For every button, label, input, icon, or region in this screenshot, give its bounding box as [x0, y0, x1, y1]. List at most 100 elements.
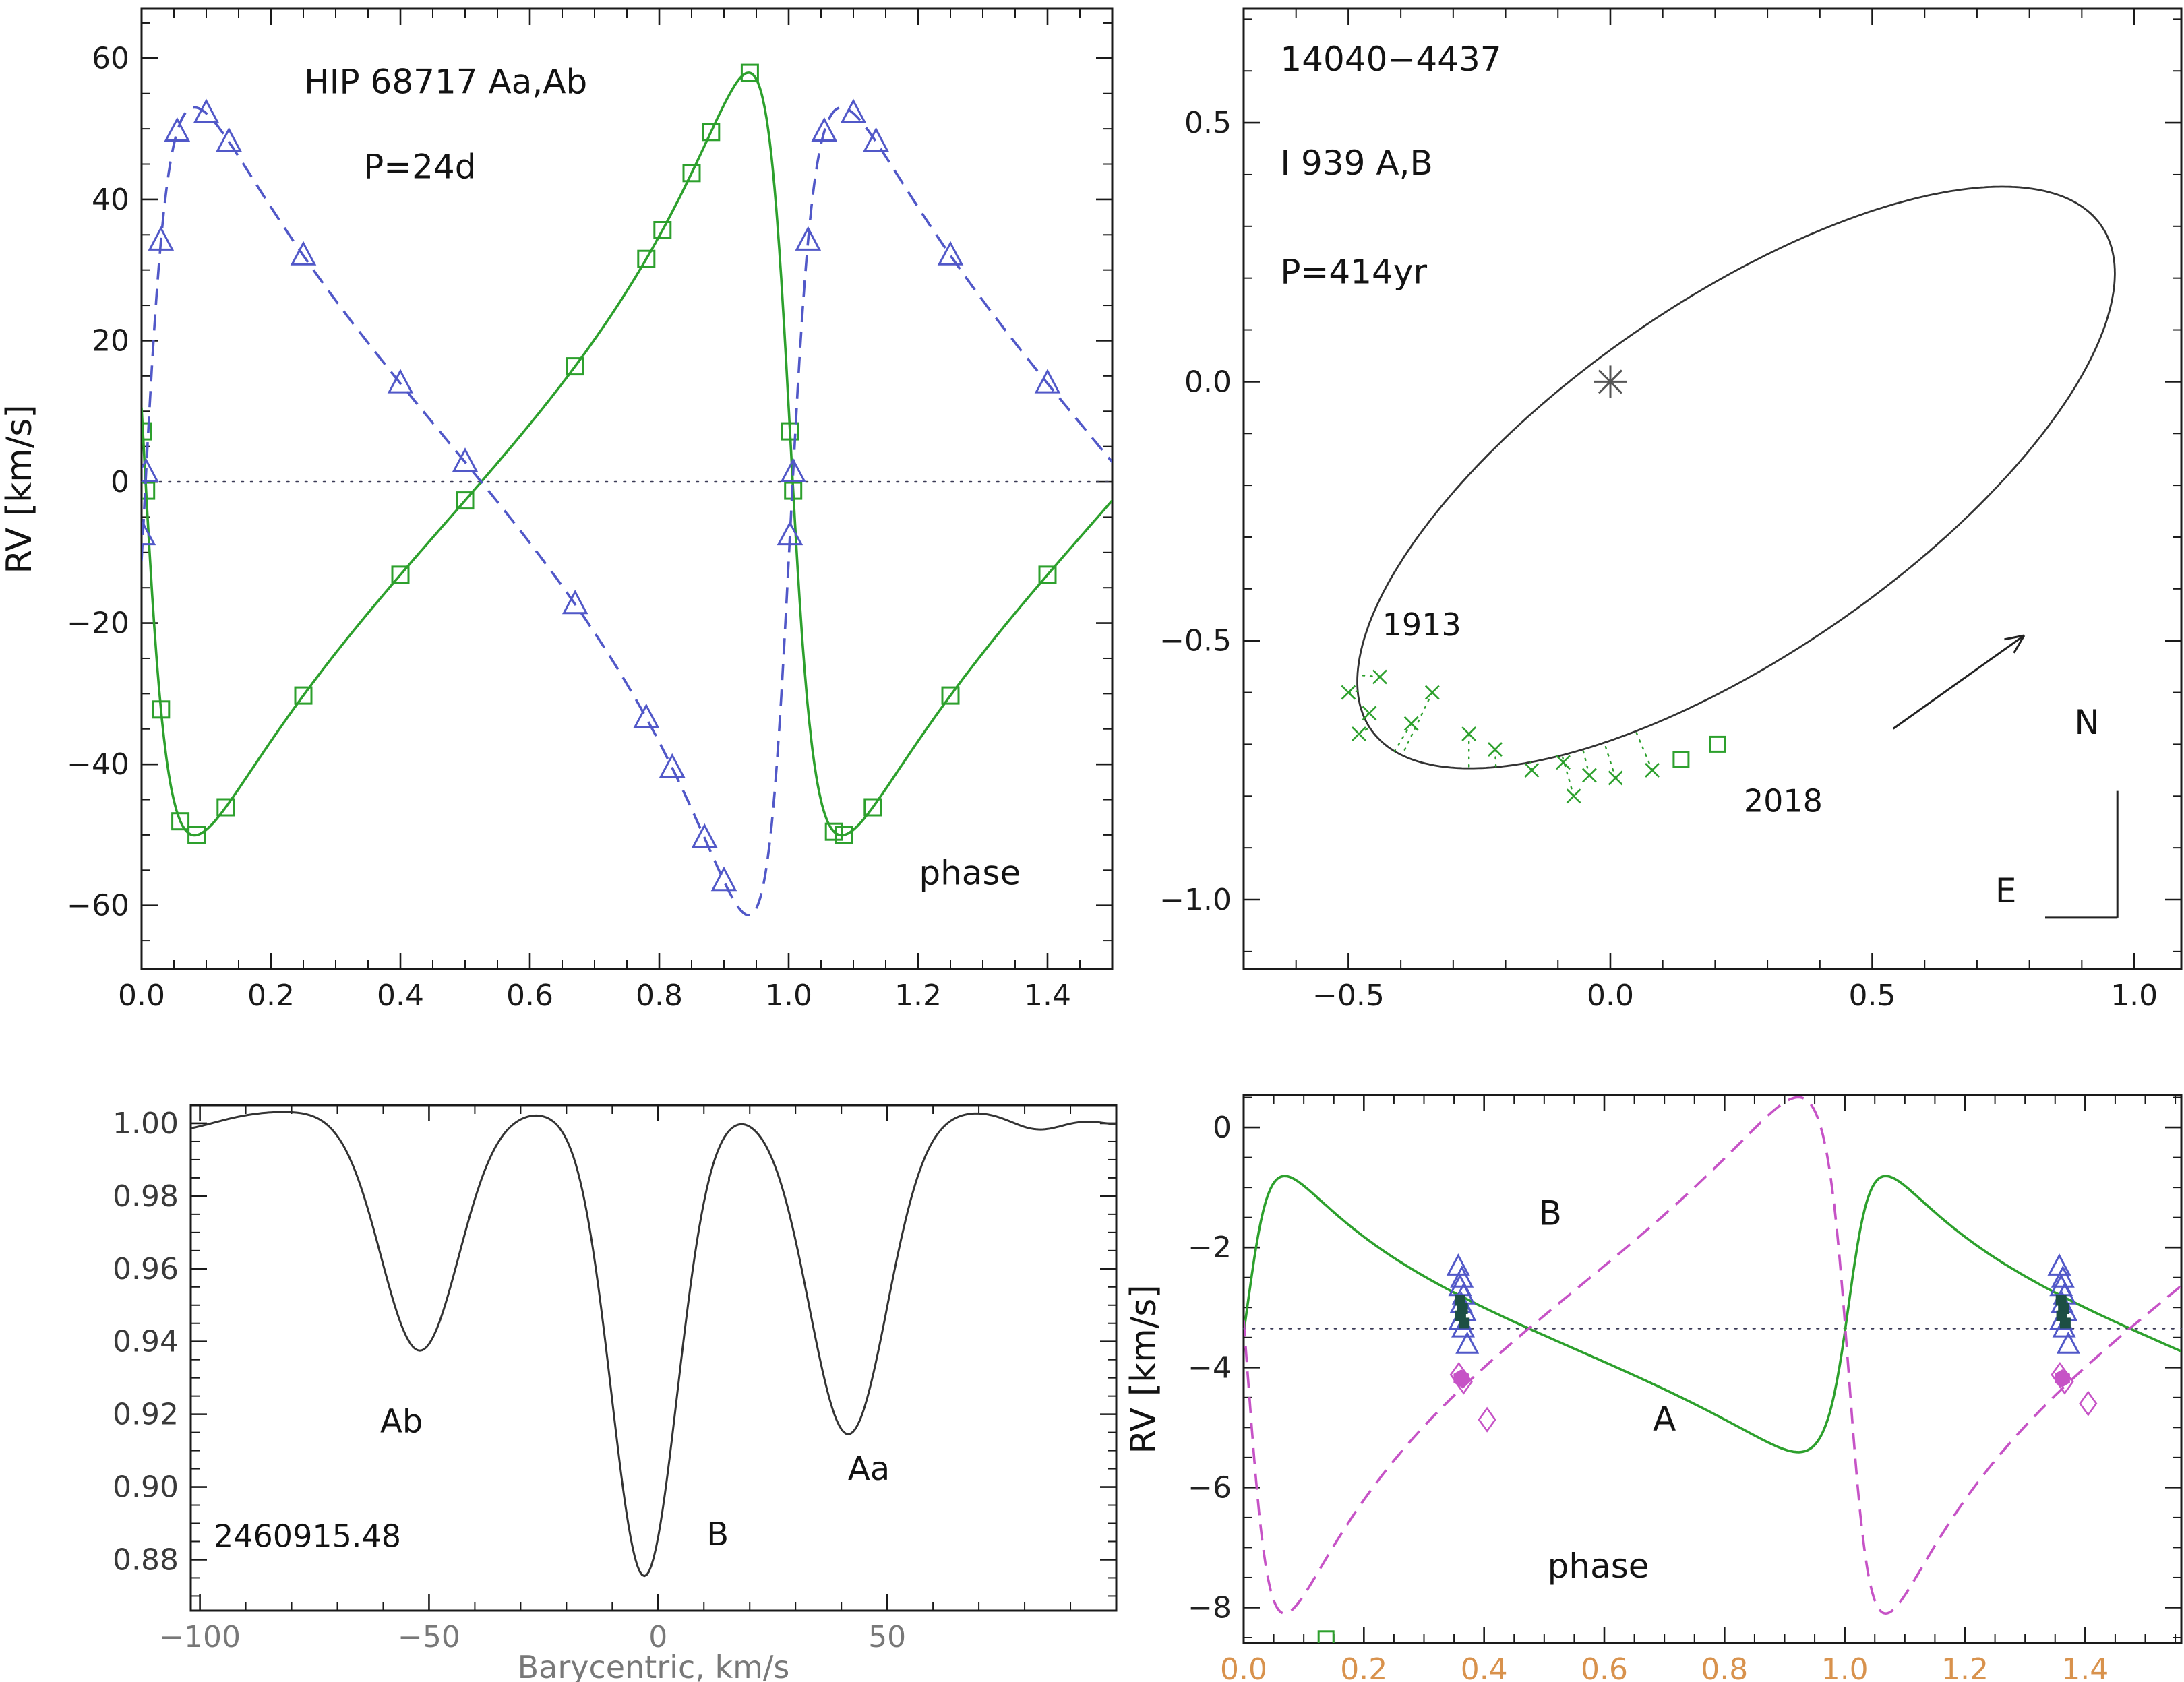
- ccf-y-tick-label: 0.96: [113, 1252, 179, 1286]
- orbit_sky-x-tick-label: 0.0: [1587, 978, 1634, 1013]
- square-marker: [653, 221, 672, 239]
- annotation-p-24d: P=24d: [363, 148, 476, 187]
- filled-square-marker: [1459, 1317, 1470, 1329]
- rv_inner-x-tick-label: 0.8: [636, 978, 683, 1013]
- primary-star-asterisk: [1598, 369, 1622, 394]
- rv_inner-frame: [140, 7, 1114, 970]
- filled-square-marker: [2059, 1317, 2071, 1329]
- triangle-marker: [780, 458, 806, 482]
- rv_outer-x-tick-label: 1.0: [1821, 1652, 1869, 1682]
- triangle-marker: [290, 241, 317, 266]
- rv_outer-x-tick-label: 0.0: [1220, 1652, 1267, 1682]
- annotation-b: B: [706, 1516, 729, 1553]
- annotation-1913: 1913: [1383, 606, 1461, 643]
- orbit_sky-y-tick-label: −1.0: [1159, 883, 1232, 917]
- rv_outer-y-tick-label: −4: [1188, 1350, 1232, 1385]
- cross-marker: [1424, 685, 1440, 700]
- rv_inner-x-tick-label: 0.0: [118, 978, 165, 1013]
- rv_inner-y-tick-label: −60: [67, 889, 129, 923]
- rv_outer-y-tick-label: −2: [1188, 1231, 1232, 1265]
- triangle-marker: [2051, 1265, 2075, 1288]
- rv_inner-y-tick-label: −20: [67, 606, 129, 641]
- triangle-marker: [659, 753, 686, 778]
- triangle-marker: [164, 117, 191, 142]
- filled-square-marker: [1455, 1295, 1465, 1306]
- triangle-marker: [710, 866, 737, 892]
- orbit_sky-y-tick-label: −0.5: [1159, 624, 1232, 658]
- cross-marker: [1488, 742, 1503, 757]
- rv_inner-x-tick-label: 1.2: [894, 978, 942, 1013]
- annotation-2460915-48: 2460915.48: [214, 1518, 401, 1555]
- rv_outer-frame: [1242, 1094, 2183, 1644]
- cross-marker: [1608, 770, 1623, 786]
- rv-curve-ab: [142, 106, 1112, 917]
- square-marker: [1317, 1630, 1335, 1643]
- orbit_sky-x-tick-label: 1.0: [2111, 978, 2158, 1013]
- rv_inner-plot-area: [142, 63, 1112, 917]
- triangle-marker: [1446, 1253, 1470, 1276]
- annotation-n: N: [2074, 703, 2099, 742]
- rv_outer-plot-area: [1244, 1096, 2181, 1643]
- rv_outer-x-tick-label: 0.6: [1581, 1652, 1628, 1682]
- panel-rv_inner: 0.0 0.2 0.4 0.6 0.8 1.0 1.2 1.4 −60 −40 −20 0 20 40 60…: [0, 7, 1114, 1013]
- cross-marker: [1581, 768, 1597, 783]
- cross-marker: [1352, 726, 1366, 742]
- motion-arrow: [1892, 634, 2025, 730]
- triangle-marker: [1455, 1331, 1480, 1354]
- triangle-marker: [387, 369, 414, 394]
- annotation-14040-4437: 14040−4437: [1280, 40, 1501, 79]
- orbit_sky-x-tick-label: 0.5: [1849, 978, 1896, 1013]
- ccf-y-tick-label: 1.00: [113, 1107, 179, 1141]
- o-c-dotted-connector: [1347, 690, 1359, 693]
- cross-marker: [1372, 669, 1387, 685]
- triangle-marker: [777, 520, 803, 546]
- o-c-dotted-connector: [1603, 741, 1616, 779]
- o-c-dotted-connector: [1635, 730, 1654, 772]
- square-marker: [1038, 565, 1057, 584]
- rv_outer-y-tick-label: −8: [1188, 1591, 1232, 1625]
- rv_inner-x-tick-label: 0.2: [247, 978, 295, 1013]
- ccf-x-tick-label: −50: [398, 1620, 460, 1654]
- square-marker: [1672, 751, 1690, 768]
- rv_inner-y-tick-label: −40: [67, 747, 129, 782]
- cross-marker: [1461, 726, 1477, 742]
- rv_outer-x-tick-label: 0.4: [1461, 1652, 1508, 1682]
- panel-rv_outer: 0.0 0.2 0.4 0.6 0.8 1.0 1.2 1.4 0 −2 −4 −6 −8 B Aphase…: [1124, 1094, 2183, 1682]
- triangle-marker: [562, 590, 588, 615]
- rv_outer-x-tick-label: 1.2: [1941, 1652, 1989, 1682]
- rv_inner-y-tick-label: 0: [111, 465, 129, 499]
- triangle-marker: [1034, 369, 1061, 394]
- square-marker: [171, 812, 190, 831]
- triangle-marker: [148, 226, 175, 251]
- o-c-dotted-connector: [1356, 674, 1381, 678]
- hexagon-marker: [2055, 1369, 2070, 1388]
- hexagon-marker: [1453, 1369, 1469, 1388]
- square-marker: [152, 700, 171, 719]
- square-marker: [456, 491, 475, 510]
- ccf-x-tick-label: 50: [868, 1620, 906, 1654]
- ccf-y-tick-label: 0.94: [113, 1325, 179, 1359]
- square-marker: [835, 826, 853, 844]
- rv_inner-y-tick-label: 40: [92, 183, 129, 217]
- triangle-marker: [1450, 1265, 1474, 1288]
- triangle-marker: [216, 127, 242, 152]
- cross-marker: [1645, 762, 1660, 778]
- triangle-marker: [840, 98, 867, 123]
- square-marker: [391, 565, 410, 584]
- y-axis-title: RV [km/s]: [1124, 1284, 1164, 1454]
- square-marker: [784, 481, 803, 500]
- square-marker: [824, 822, 843, 841]
- rv_outer-x-tick-label: 1.4: [2061, 1652, 2109, 1682]
- orbit_sky-y-tick-label: 0.5: [1184, 106, 1232, 140]
- rv_outer-y-tick-label: 0: [1213, 1111, 1232, 1145]
- ccf-y-tick-label: 0.92: [113, 1398, 179, 1432]
- ccf-x-tick-label: 0: [648, 1620, 667, 1654]
- diamond-marker: [2079, 1390, 2098, 1416]
- cross-marker: [1362, 706, 1377, 721]
- o-c-dotted-connector: [1393, 722, 1412, 753]
- triangle-marker: [811, 117, 838, 142]
- square-marker: [702, 123, 721, 142]
- annotation-phase: phase: [1548, 1547, 1649, 1586]
